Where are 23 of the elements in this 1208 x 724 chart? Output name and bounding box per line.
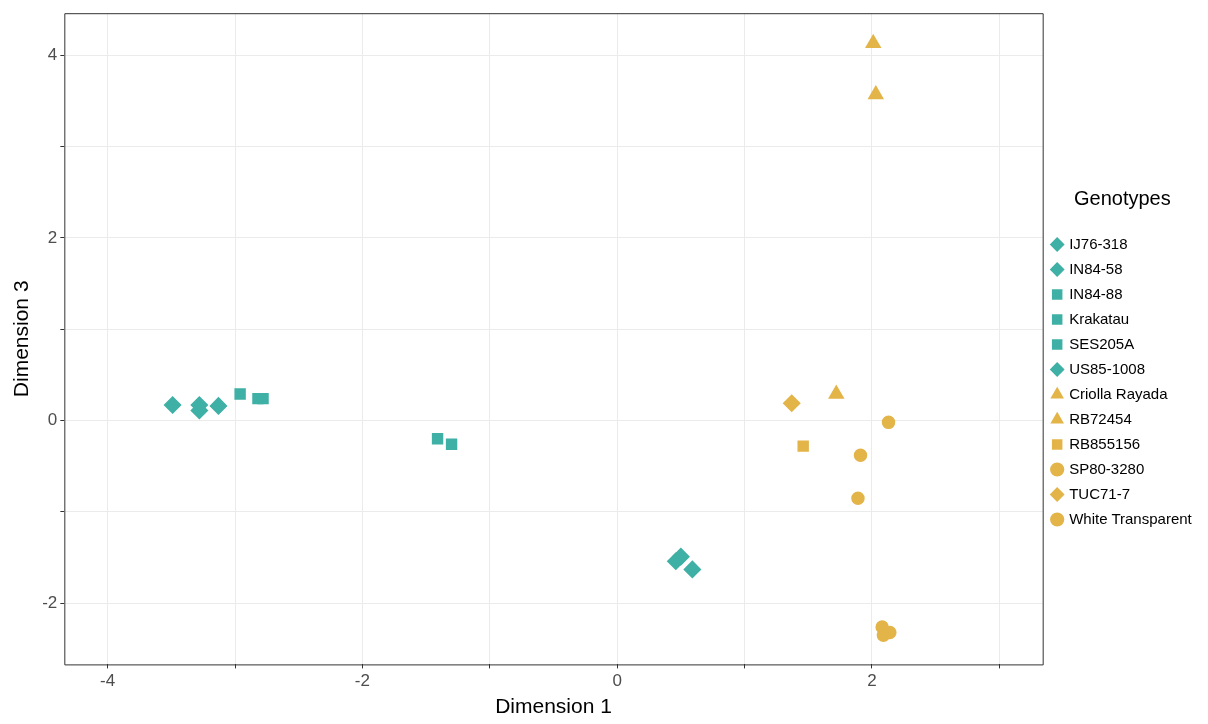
legend-label: RB72454 — [1069, 409, 1132, 427]
legend-label: Criolla Rayada — [1069, 384, 1169, 402]
legend-label: IN84-88 — [1069, 284, 1123, 302]
x-axis-title: Dimension 1 — [495, 694, 612, 718]
legend-label: Krakatau — [1069, 309, 1130, 327]
x-tick-label: -2 — [354, 671, 370, 691]
y-tick-label: 4 — [47, 44, 58, 64]
x-tick-label: 2 — [867, 671, 877, 691]
legend-label: SP80-3280 — [1069, 459, 1145, 477]
y-tick-label: 2 — [47, 227, 58, 247]
y-tick-label: -2 — [42, 592, 58, 612]
x-tick-label: 0 — [612, 671, 622, 691]
legend-label: RB855156 — [1069, 434, 1141, 452]
legend-label: White Transparent — [1069, 509, 1193, 527]
y-tick-label: 0 — [47, 410, 58, 430]
legend-label: US85-1008 — [1069, 359, 1146, 377]
y-axis-title: Dimension 3 — [9, 280, 33, 398]
legend-label: IN84-58 — [1069, 259, 1123, 277]
legend-label: SES205A — [1069, 334, 1135, 352]
legend-title: Genotypes — [1073, 186, 1171, 209]
x-tick-label: -4 — [100, 671, 116, 691]
legend-label: IJ76-318 — [1069, 234, 1128, 252]
legend-label: TUC71-7 — [1069, 484, 1131, 502]
